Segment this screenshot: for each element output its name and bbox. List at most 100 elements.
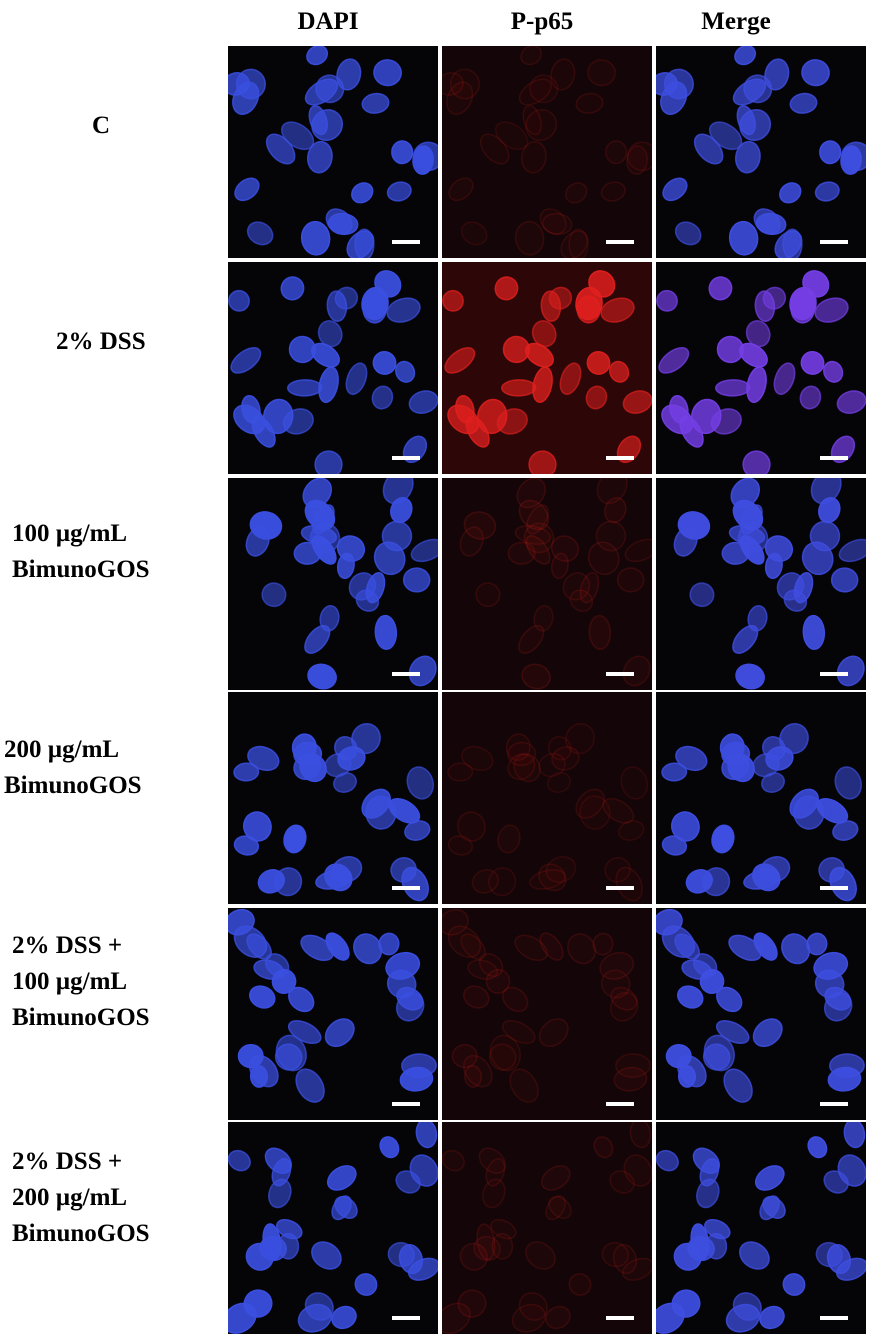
nucleus	[245, 526, 270, 557]
nucleus	[457, 1289, 487, 1318]
nucleus	[662, 177, 688, 202]
column-header-merge: Merge	[701, 8, 771, 35]
nucleus	[522, 105, 543, 136]
nucleus	[809, 520, 841, 552]
nucleus	[728, 220, 759, 256]
nucleus	[567, 933, 597, 965]
nucleus	[518, 624, 545, 654]
nucleus	[708, 276, 733, 301]
nucleus	[814, 181, 840, 202]
nucleus	[702, 1043, 731, 1071]
nucleus	[271, 1157, 292, 1187]
nucleus	[699, 968, 725, 994]
nucleus	[500, 379, 537, 397]
micrograph-p-p65-row-4	[442, 692, 652, 904]
nucleus	[485, 968, 511, 994]
nucleus	[488, 867, 517, 897]
nucleus	[262, 398, 294, 435]
nucleus	[541, 212, 573, 236]
nucleus	[490, 1218, 517, 1240]
nucleus	[539, 932, 564, 961]
nucleus	[714, 379, 751, 397]
nucleus	[529, 74, 559, 104]
nucleus	[661, 404, 694, 435]
cell-nuclei-layer	[673, 478, 866, 690]
nucleus	[802, 614, 826, 650]
nucleus	[286, 379, 323, 397]
nucleus	[752, 1018, 783, 1048]
nucleus	[620, 766, 649, 800]
nucleus	[742, 450, 771, 474]
nucleus	[790, 295, 815, 324]
nucleus	[753, 208, 781, 235]
nucleus	[779, 722, 809, 755]
nucleus	[761, 772, 786, 793]
cell-nuclei-layer	[661, 722, 863, 902]
nucleus	[656, 908, 683, 936]
nucleus	[319, 605, 340, 632]
nucleus	[613, 1066, 648, 1092]
nucleus	[460, 221, 488, 246]
nucleus	[520, 140, 547, 174]
nucleus	[408, 655, 437, 687]
cell-nuclei-layer	[656, 46, 866, 258]
nucleus	[693, 133, 724, 165]
nucleus	[565, 182, 588, 204]
nucleus	[840, 141, 866, 172]
nucleus	[782, 1273, 806, 1296]
nucleus	[588, 614, 612, 650]
nucleus	[288, 335, 317, 364]
nucleus	[345, 362, 368, 396]
nucleus	[565, 722, 595, 755]
nucleus	[800, 350, 825, 375]
cell-nuclei-layer	[656, 908, 865, 1103]
nucleus	[523, 522, 555, 554]
scale-bar	[820, 672, 848, 676]
micrograph-dapi-row-6	[228, 1122, 438, 1334]
micrograph-merge-row-2	[656, 262, 866, 474]
row-label-1: C	[92, 112, 111, 139]
nucleus	[568, 228, 589, 258]
scale-bar	[606, 240, 634, 244]
nucleus	[595, 520, 627, 552]
nucleus	[386, 181, 412, 202]
nucleus	[616, 567, 645, 593]
nucleus	[410, 538, 438, 563]
nucleus	[467, 959, 499, 980]
nucleus	[602, 798, 635, 824]
nucleus	[704, 1218, 731, 1240]
nucleus	[586, 350, 611, 375]
nucleus	[346, 230, 375, 258]
nucleus	[317, 320, 343, 348]
nucleus	[585, 385, 608, 410]
nucleus	[675, 745, 708, 772]
nucleus	[525, 342, 554, 368]
nucleus	[387, 1241, 416, 1268]
nucleus	[475, 582, 501, 608]
cell-nuclei-layer	[656, 270, 866, 474]
nucleus	[560, 230, 589, 258]
nucleus	[827, 1066, 862, 1092]
nucleus	[689, 582, 715, 608]
nucleus	[300, 934, 334, 962]
nucleus	[318, 366, 339, 403]
nucleus	[739, 342, 768, 368]
nucleus	[569, 589, 594, 612]
nucleus	[626, 145, 648, 175]
nucleus	[471, 869, 499, 894]
nucleus	[807, 1136, 828, 1159]
nucleus	[562, 572, 591, 601]
nucleus	[540, 1165, 571, 1191]
cell-nuclei-layer	[447, 722, 649, 902]
nucleus	[699, 1157, 720, 1187]
nucleus	[228, 1149, 251, 1172]
cell-nuclei-layer	[233, 722, 435, 902]
nucleus	[395, 360, 416, 383]
nucleus	[612, 1243, 638, 1275]
nucleus	[559, 362, 582, 396]
nucleus	[618, 820, 645, 841]
nucleus	[489, 1034, 521, 1072]
nucleus	[789, 92, 818, 114]
micrograph-dapi-row-5	[228, 908, 438, 1120]
row-label-5: 2% DSS + 100 µg/mL BimunoGOS	[12, 932, 150, 1031]
